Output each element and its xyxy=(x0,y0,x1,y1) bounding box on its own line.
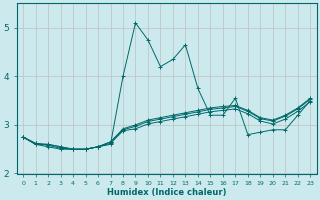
X-axis label: Humidex (Indice chaleur): Humidex (Indice chaleur) xyxy=(107,188,227,197)
